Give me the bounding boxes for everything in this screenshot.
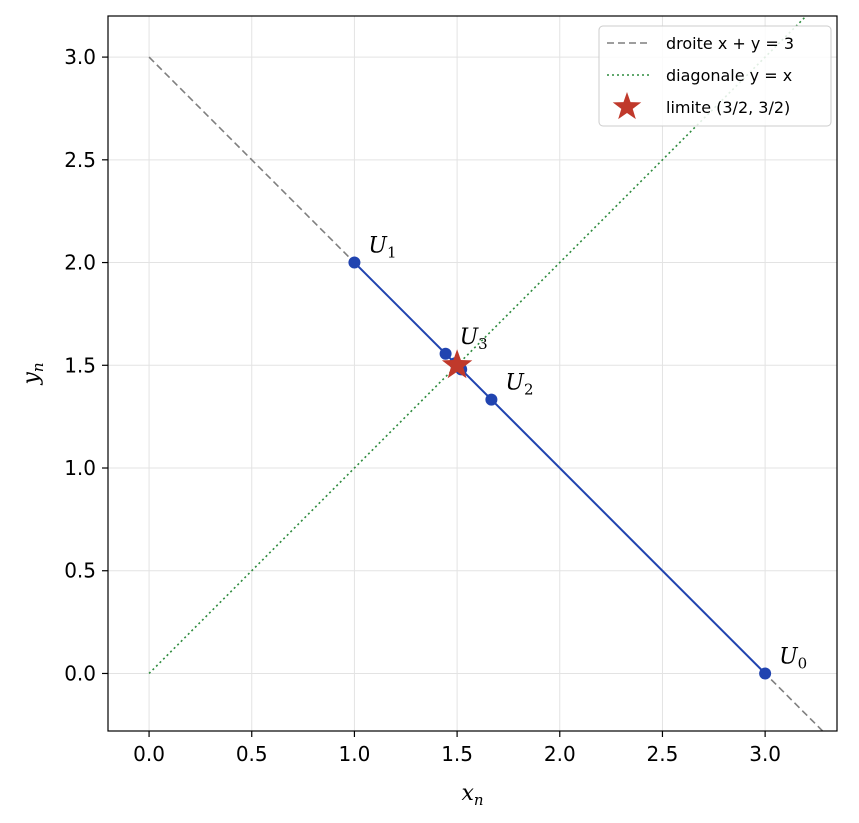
y-tick-label: 2.5 [64, 148, 96, 172]
y-tick-label: 0.0 [64, 661, 96, 685]
point-label-u1: U1 [368, 234, 396, 262]
legend: droite x + y = 3 diagonale y = x limite (3… [598, 25, 832, 127]
limit-star-marker [441, 349, 473, 379]
y-tick-label: 1.5 [64, 353, 96, 377]
y-tick-label: 1.0 [64, 456, 96, 480]
x-tick-label: 0.0 [133, 742, 165, 766]
legend-star-icon [612, 92, 642, 120]
y-tick-label: 2.0 [64, 251, 96, 275]
point-label-u3: U3 [460, 325, 488, 353]
legend-box [598, 25, 832, 127]
x-tick-label: 0.5 [236, 742, 268, 766]
sequence-point [485, 393, 498, 406]
point-label-u2: U2 [505, 371, 533, 399]
markers: U0 U1 U2 U3 [348, 234, 807, 680]
x-tick-label: 3.0 [749, 742, 781, 766]
y-tick-label: 0.5 [64, 559, 96, 583]
x-tick-label: 2.5 [647, 742, 679, 766]
x-tick-label: 2.0 [544, 742, 576, 766]
y-axis-label: yn [19, 362, 47, 385]
plot-frame [107, 15, 838, 732]
ticks: 0.0 0.5 1.0 1.5 2.0 2.5 3.0 0.0 0.5 1.0 1.5 2.0 2.5 3… [64, 45, 781, 766]
x-axis-label: xn [461, 781, 483, 809]
legend-label: limite (3/2, 3/2) [666, 98, 790, 117]
x-tick-label: 1.5 [441, 742, 473, 766]
point-label-u0: U0 [779, 644, 807, 672]
sequence-point [759, 667, 772, 680]
sequence-point [439, 347, 452, 360]
y-tick-label: 3.0 [64, 45, 96, 69]
x-tick-label: 1.0 [339, 742, 371, 766]
legend-label: diagonale y = x [666, 66, 792, 85]
sequence-point [348, 256, 361, 269]
legend-label: droite x + y = 3 [666, 34, 794, 53]
